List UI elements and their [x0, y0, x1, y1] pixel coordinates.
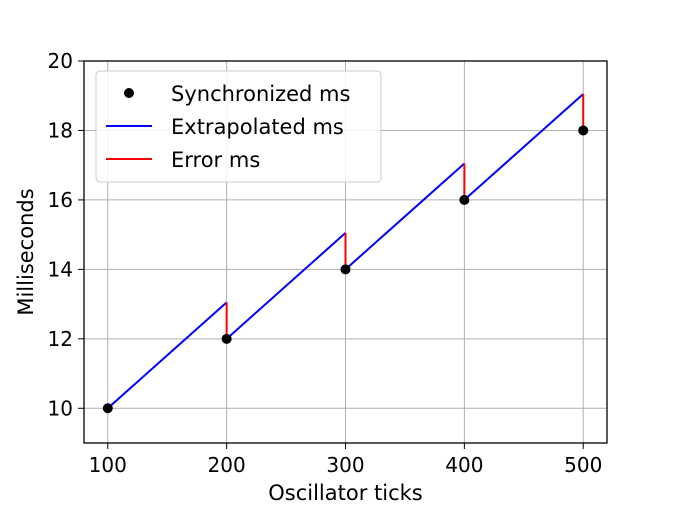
extrapolated-ms-segment	[344, 162, 466, 271]
synchronized-ms-point	[340, 264, 351, 275]
legend-label: Extrapolated ms	[171, 115, 344, 139]
legend-box	[95, 70, 382, 183]
y-tick-label: 14	[48, 257, 73, 281]
x-tick-label: 100	[89, 453, 127, 477]
x-tick-label: 200	[208, 453, 246, 477]
y-axis-label: Milliseconds	[14, 188, 38, 315]
y-tick-label: 16	[48, 188, 73, 212]
y-tick-label: 12	[48, 327, 73, 351]
legend: Synchronized ms Extrapolated ms Error ms	[95, 70, 382, 183]
plot-area	[102, 93, 589, 414]
extrapolated-ms-segment	[463, 93, 584, 201]
legend-label: Synchronized ms	[171, 82, 350, 106]
x-tick-label: 300	[326, 453, 364, 477]
synchronized-ms-point	[459, 194, 470, 205]
ticks: 100 200 300 400 500 10 12 14 16 18 20	[48, 49, 603, 477]
x-tick-label: 500	[564, 453, 602, 477]
extrapolated-ms-segment	[107, 301, 228, 410]
synchronized-ms-point	[102, 403, 113, 414]
legend-marker-synchronized-ms	[124, 88, 134, 98]
y-tick-label: 10	[48, 396, 73, 420]
synchronized-ms-point	[578, 125, 589, 136]
x-tick-label: 400	[445, 453, 483, 477]
synchronized-ms-point	[221, 333, 232, 344]
y-tick-label: 18	[48, 118, 73, 142]
y-tick-label: 20	[48, 49, 73, 73]
extrapolated-ms-segment	[225, 232, 347, 340]
legend-label: Error ms	[171, 148, 260, 172]
x-axis-label: Oscillator ticks	[268, 481, 423, 505]
